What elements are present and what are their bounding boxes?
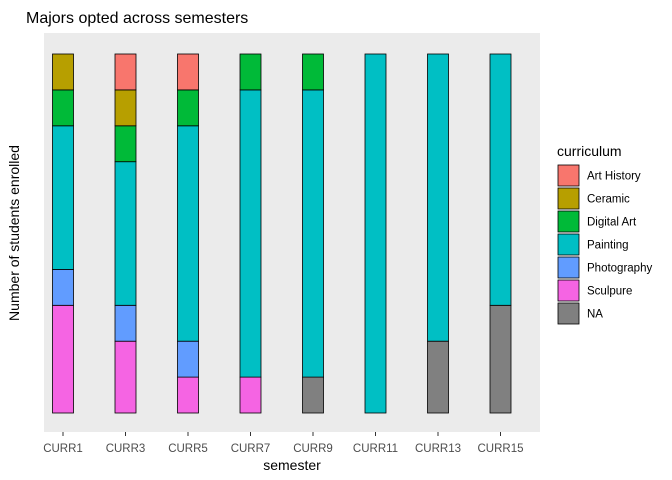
- bar-segment-curr1-ceramic: [52, 53, 74, 91]
- bar-segment-curr15-painting: [489, 53, 512, 306]
- bar-segment-curr9-na: [302, 376, 324, 414]
- legend-key-art-history: [557, 164, 580, 187]
- x-axis-ticks: CURR1 CURR3 CURR5 CURR7 CURR9 CURR11 CURR13 CUR…: [43, 432, 524, 455]
- x-tick-label: CURR7: [231, 443, 271, 455]
- legend-label: Art History: [587, 171, 641, 183]
- legend-label: Sculpure: [587, 286, 632, 298]
- bar-segment-curr5-digital-art: [177, 89, 199, 127]
- bar-segment-curr7-sculpure: [239, 376, 262, 414]
- legend-title: curriculum: [557, 143, 622, 159]
- legend-key-photography: [557, 256, 580, 279]
- x-tick-label: CURR11: [353, 443, 398, 455]
- bar-segment-curr5-art-history: [177, 53, 199, 91]
- bar-segment-curr5-photography: [177, 340, 199, 378]
- legend: curriculum Art History Ceramic Digital Art…: [557, 143, 652, 325]
- legend-label: Photography: [587, 263, 652, 275]
- bar-segment-curr11-painting: [364, 53, 387, 414]
- x-tick-label: CURR5: [168, 443, 208, 455]
- bar-segment-curr3-painting: [114, 161, 137, 306]
- x-tick-label: CURR1: [43, 443, 83, 455]
- bar-segment-curr1-photography: [52, 268, 74, 306]
- legend-label: NA: [587, 309, 603, 321]
- x-tick-label: CURR3: [106, 443, 146, 455]
- bar-segment-curr9-painting: [302, 89, 324, 378]
- bar-segment-curr1-digital-art: [52, 89, 74, 127]
- bar-segment-curr5-sculpure: [177, 376, 199, 414]
- y-axis-title: Number of students enrolled: [6, 145, 22, 321]
- legend-key-ceramic: [557, 187, 580, 210]
- bar-segment-curr1-painting: [52, 125, 74, 270]
- bar-segment-curr3-sculpure: [114, 340, 137, 414]
- bar-segment-curr3-digital-art: [114, 125, 137, 163]
- legend-label: Ceramic: [587, 194, 630, 206]
- bar-segment-curr3-photography: [114, 304, 137, 342]
- bar-segment-curr9-digital-art: [302, 53, 324, 91]
- legend-key-na: [557, 302, 580, 325]
- legend-label: Digital Art: [587, 217, 637, 229]
- x-tick-label: CURR15: [477, 443, 523, 455]
- legend-key-painting: [557, 233, 580, 256]
- bar-segment-curr7-painting: [239, 89, 262, 378]
- bar-segment-curr15-na: [489, 304, 512, 414]
- legend-key-sculpure: [557, 279, 580, 302]
- bar-segment-curr5-painting: [177, 125, 199, 342]
- bar-segment-curr7-digital-art: [239, 53, 262, 91]
- x-axis-title: semester: [263, 457, 321, 473]
- legend-key-digital-art: [557, 210, 580, 233]
- chart-title: Majors opted across semesters: [26, 10, 248, 27]
- x-tick-label: CURR9: [293, 443, 333, 455]
- bar-segment-curr13-painting: [427, 53, 449, 342]
- bar-segment-curr1-sculpure: [52, 304, 74, 414]
- legend-label: Painting: [587, 240, 629, 252]
- x-tick-label: CURR13: [415, 443, 461, 455]
- bar-segment-curr3-ceramic: [114, 89, 137, 127]
- bars-group: [52, 53, 512, 414]
- bar-segment-curr3-art-history: [114, 53, 137, 91]
- bar-segment-curr13-na: [427, 340, 449, 414]
